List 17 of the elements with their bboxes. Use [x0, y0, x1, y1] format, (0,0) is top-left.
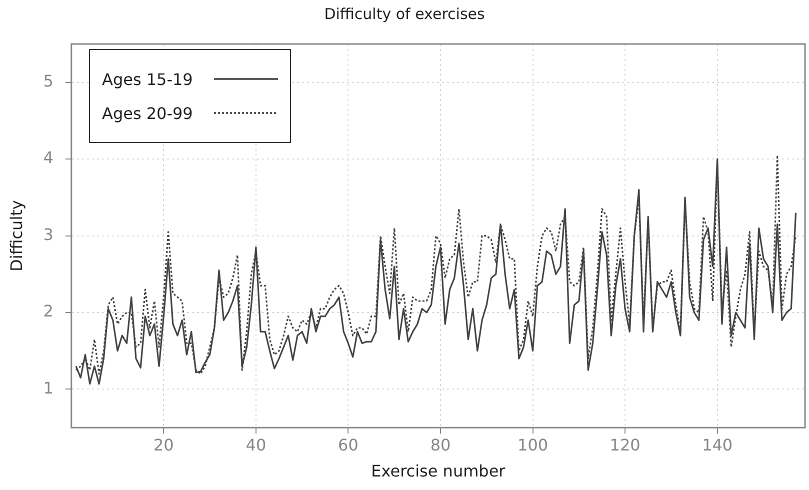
y-tick-label: 5	[43, 72, 54, 91]
y-tick-label: 3	[43, 224, 54, 244]
x-axis-title: Exercise number	[371, 462, 506, 481]
y-tick-label: 1	[43, 378, 54, 398]
legend-label: Ages 15-19	[102, 70, 194, 88]
y-axis-title: Difficulty	[6, 200, 26, 272]
y-tick-label: 2	[43, 302, 54, 321]
x-tick-label: 40	[246, 435, 266, 454]
x-tick-label: 60	[338, 435, 358, 454]
y-tick-label: 4	[43, 148, 54, 168]
x-tick-label: 140	[702, 435, 733, 454]
x-tick-label: 80	[430, 435, 451, 454]
x-tick-label: 100	[518, 435, 548, 454]
legend-label: Ages 20-99	[102, 104, 194, 122]
x-tick-label: 120	[610, 435, 640, 454]
x-tick-label: 20	[153, 435, 174, 454]
chart-title: Difficulty of exercises	[324, 4, 485, 23]
